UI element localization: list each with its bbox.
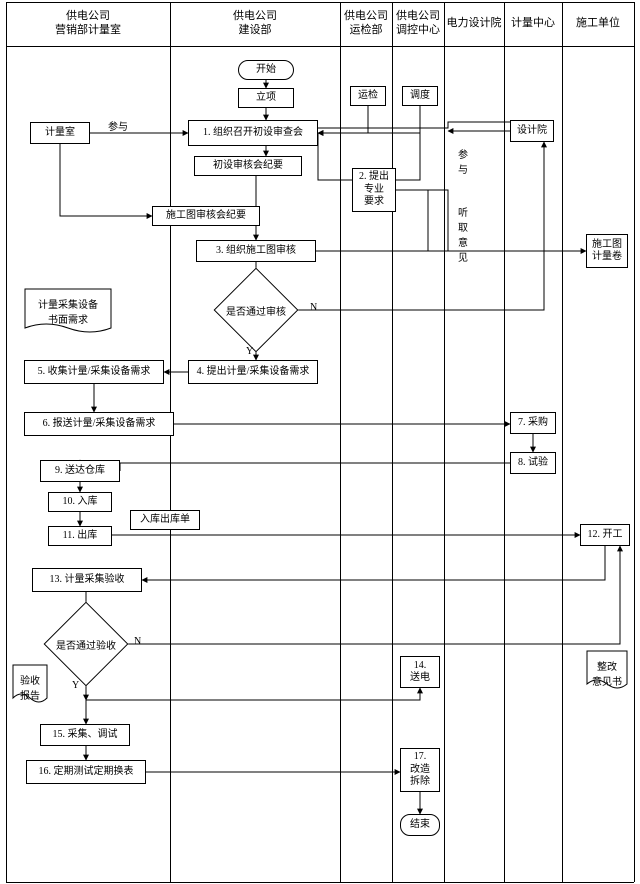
node-chushe: 初设审核会纪要 xyxy=(194,156,302,176)
node-step7: 7. 采购 xyxy=(510,412,556,434)
document-wavy3: 整改 意见书 xyxy=(586,650,628,690)
node-step17: 17. 改造 拆除 xyxy=(400,748,440,792)
label-d2y: Y xyxy=(72,680,79,691)
node-diaodu: 调度 xyxy=(402,86,438,106)
node-rkckd: 入库出库单 xyxy=(130,510,200,530)
document-wavy1: 计量采集设备 书面需求 xyxy=(24,288,112,334)
node-step5: 5. 收集计量/采集设备需求 xyxy=(24,360,164,384)
node-step2: 2. 提出 专业 要求 xyxy=(352,168,396,212)
node-sgtjy: 施工图审核会纪要 xyxy=(152,206,260,226)
node-sheji: 设计院 xyxy=(510,120,554,142)
node-step11: 11. 出库 xyxy=(48,526,112,546)
label-d1n: N xyxy=(310,302,317,313)
node-step12: 12. 开工 xyxy=(580,524,630,546)
lane-header: 供电公司 建设部 xyxy=(170,0,340,46)
lane-header: 施工单位 xyxy=(562,0,634,46)
label-d1y: Y xyxy=(246,346,253,357)
node-yunjian: 运检 xyxy=(350,86,386,106)
node-end: 结束 xyxy=(400,814,440,836)
label-tingqu: 听 取 意 见 xyxy=(458,204,468,264)
flowchart-canvas: 供电公司 营销部计量室供电公司 建设部供电公司 运检部供电公司 调控中心电力设计… xyxy=(0,0,640,884)
node-step9: 9. 送达仓库 xyxy=(40,460,120,482)
node-step8: 8. 试验 xyxy=(510,452,556,474)
node-step3: 3. 组织施工图审核 xyxy=(196,240,316,262)
node-step14: 14. 送电 xyxy=(400,656,440,688)
node-start: 开始 xyxy=(238,60,294,80)
node-sgtjlj: 施工图 计量卷 xyxy=(586,234,628,268)
node-step13: 13. 计量采集验收 xyxy=(32,568,142,592)
label-d2n: N xyxy=(134,636,141,647)
node-step6: 6. 报送计量/采集设备需求 xyxy=(24,412,174,436)
lane-header: 供电公司 调控中心 xyxy=(392,0,444,46)
node-lixiang: 立项 xyxy=(238,88,294,108)
node-step4: 4. 提出计量/采集设备需求 xyxy=(188,360,318,384)
lane-header: 计量中心 xyxy=(504,0,562,46)
node-step15: 15. 采集、调试 xyxy=(40,724,130,746)
label-canyu: 参与 xyxy=(108,118,128,133)
label-canyu2: 参 与 xyxy=(458,146,468,176)
decision-dec2: 是否通过验收 xyxy=(56,614,116,674)
lane-header: 电力设计院 xyxy=(444,0,504,46)
node-jlshi: 计量室 xyxy=(30,122,90,144)
document-wavy2: 验收 报告 xyxy=(12,664,48,704)
node-step16: 16. 定期测试定期换表 xyxy=(26,760,146,784)
lane-header: 供电公司 运检部 xyxy=(340,0,392,46)
lane-header: 供电公司 营销部计量室 xyxy=(6,0,170,46)
decision-dec1: 是否通过审核 xyxy=(226,280,286,340)
node-step1: 1. 组织召开初设审查会 xyxy=(188,120,318,146)
node-step10: 10. 入库 xyxy=(48,492,112,512)
